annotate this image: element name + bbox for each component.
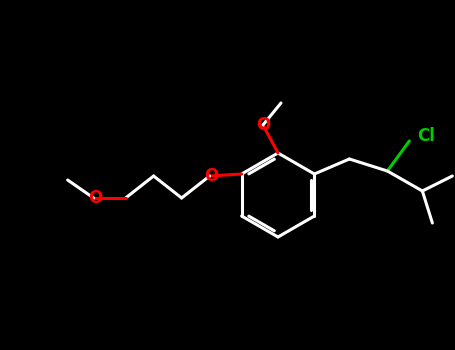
Text: O: O: [89, 189, 103, 207]
Text: O: O: [204, 167, 219, 185]
Text: Cl: Cl: [417, 127, 435, 145]
Text: O: O: [256, 116, 270, 134]
